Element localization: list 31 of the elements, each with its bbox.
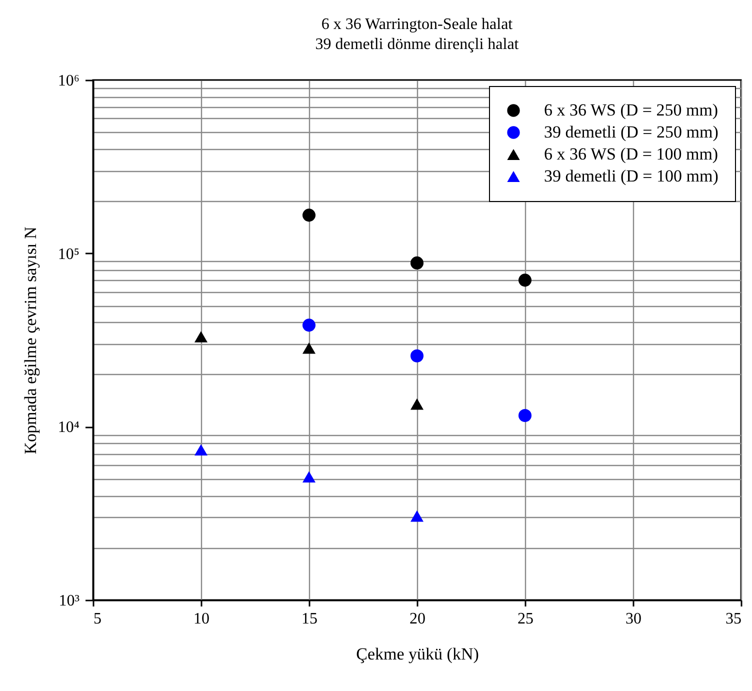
x-tick-label: 25	[518, 610, 534, 628]
point	[410, 349, 424, 362]
point	[410, 398, 424, 410]
point	[194, 331, 208, 342]
x-tick-label: 15	[302, 610, 318, 628]
y-tick-label: 10⁵	[58, 246, 80, 263]
x-axis-title: Çekme yükü (kN)	[356, 644, 479, 664]
x-tick-label: 35	[726, 610, 742, 628]
y-tick-label: 10⁴	[58, 419, 80, 436]
chart-title: 6 x 36 Warrington-Seale halat	[321, 16, 514, 33]
legend-label: 6 x 36 WS (D = 250 mm)	[544, 100, 718, 120]
y-tick-label: 10³	[58, 592, 80, 610]
x-tick-label: 30	[626, 610, 642, 628]
point	[302, 342, 316, 354]
point	[302, 471, 316, 483]
point	[410, 510, 424, 522]
point	[194, 444, 208, 456]
point	[302, 208, 316, 222]
y-axis-title: Kopmada eğilme çevrim sayısı N	[20, 226, 40, 454]
legend-label: 39 demetli (D = 100 mm)	[544, 166, 718, 186]
point	[410, 256, 424, 270]
chart-subtitle: 39 demetli dönme dirençli halat	[315, 36, 520, 53]
point	[518, 274, 532, 287]
x-tick-label: 10	[194, 610, 210, 628]
point	[518, 408, 532, 422]
legend-label: 39 demetli (D = 250 mm)	[544, 122, 718, 142]
x-tick-label: 20	[410, 610, 426, 628]
point	[302, 318, 316, 332]
x-tick-label: 5	[94, 610, 102, 628]
y-tick-label: 10⁶	[58, 72, 80, 90]
legend-label: 6 x 36 WS (D = 100 mm)	[544, 144, 718, 164]
